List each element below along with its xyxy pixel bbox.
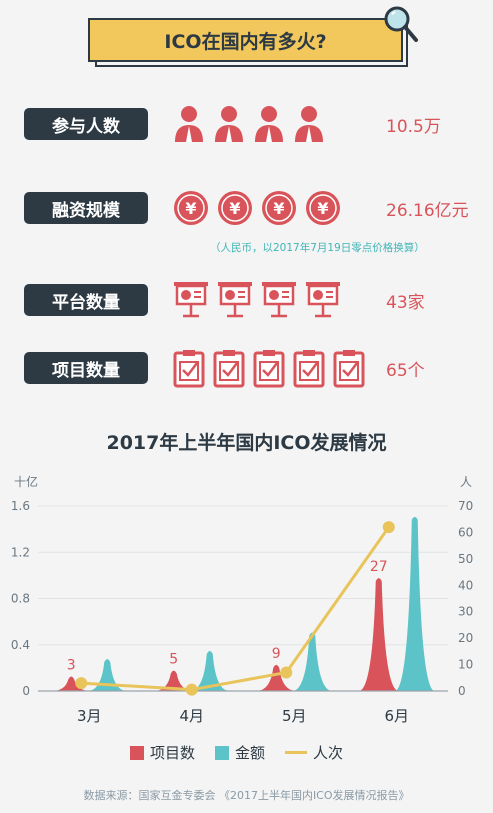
clipboard-check-icon	[252, 348, 286, 388]
project-peak	[51, 676, 92, 691]
project-data-label: 5	[169, 652, 178, 668]
legend-label: 项目数	[150, 744, 196, 762]
page-title: ICO在国内有多火?	[164, 30, 327, 53]
right-tick-label: 70	[458, 499, 473, 513]
project-data-label: 3	[67, 657, 76, 673]
svg-text:¥: ¥	[185, 199, 196, 218]
right-axis-unit: 人	[460, 475, 472, 489]
svg-text:¥: ¥	[229, 199, 240, 218]
chart-legend: 项目数 金额 人次	[130, 742, 343, 763]
stat-row-participants: 参与人数 10.5万	[24, 106, 484, 144]
stat-icons	[172, 348, 366, 388]
participants-line	[81, 526, 390, 692]
x-tick-label: 5月	[282, 707, 307, 725]
stat-icons	[172, 280, 342, 320]
person-icon	[252, 104, 286, 144]
left-tick-label: 0	[22, 684, 30, 698]
left-tick-label: 0.8	[11, 592, 30, 606]
project-data-label: 27	[370, 559, 388, 575]
left-tick-label: 1.6	[11, 499, 30, 513]
clipboard-check-icon	[332, 348, 366, 388]
yuan-coin-icon: ¥	[304, 188, 342, 228]
project-peak	[358, 578, 399, 691]
x-tick-label: 3月	[77, 707, 102, 725]
x-tick-label: 6月	[384, 707, 409, 725]
amount-peak	[292, 632, 333, 691]
project-peak	[153, 670, 194, 691]
right-tick-label: 10	[458, 658, 473, 672]
stat-value: 43家	[386, 293, 425, 313]
legend-item-projects: 项目数	[130, 742, 195, 763]
right-tick-label: 60	[458, 525, 473, 539]
stat-icons: ¥ ¥ ¥ ¥	[172, 188, 342, 228]
stat-label: 参与人数	[24, 108, 148, 140]
right-tick-label: 0	[458, 684, 466, 698]
legend-swatch	[215, 745, 230, 760]
participants-point	[280, 666, 293, 679]
left-tick-label: 1.2	[11, 545, 30, 559]
presentation-board-icon	[304, 280, 342, 320]
project-peak	[256, 664, 297, 691]
amount-peak	[189, 651, 230, 691]
person-icon	[212, 104, 246, 144]
participants-point	[382, 521, 395, 534]
stat-label: 项目数量	[24, 352, 148, 384]
legend-label: 金额	[235, 744, 266, 762]
stat-label: 平台数量	[24, 284, 148, 316]
legend-item-amount: 金额	[215, 742, 265, 763]
project-data-label: 9	[272, 646, 281, 662]
magnifier-icon	[384, 6, 418, 42]
stat-label: 融资规模	[24, 192, 148, 224]
yuan-coin-icon: ¥	[260, 188, 298, 228]
data-source: 数据来源：国家互金专委会 《2017上半年国内ICO发展情况报告》	[83, 789, 410, 802]
presentation-board-icon	[172, 280, 210, 320]
chart-title: 2017年上半年国内ICO发展情况	[106, 432, 387, 454]
right-tick-label: 40	[458, 578, 473, 592]
right-tick-label: 50	[458, 552, 473, 566]
right-tick-label: 30	[458, 605, 473, 619]
yuan-coin-icon: ¥	[172, 188, 210, 228]
legend-line	[285, 751, 308, 754]
right-tick-label: 20	[458, 631, 473, 645]
clipboard-check-icon	[172, 348, 206, 388]
stat-row-funding: 融资规模 ¥ ¥ ¥ ¥ 26.16亿元	[24, 191, 484, 228]
yuan-coin-icon: ¥	[216, 188, 254, 228]
ico-chart: 十亿 人 0 0.4 0.8 1.2 1.6 0 10 20 30 40 50 60 70 3 3月 5 4月 9 5月…	[11, 474, 473, 725]
stat-value: 26.16亿元	[386, 201, 469, 221]
legend-item-participants: 人次	[285, 742, 343, 763]
svg-text:¥: ¥	[273, 199, 284, 218]
stat-row-platforms: 平台数量 43家	[24, 282, 484, 320]
left-axis-unit: 十亿	[14, 474, 38, 489]
stat-icons	[172, 104, 326, 144]
person-icon	[172, 104, 206, 144]
person-icon	[292, 104, 326, 144]
currency-note: （人民币，以2017年7月19日零点价格换算）	[210, 242, 425, 254]
presentation-board-icon	[216, 280, 254, 320]
title-banner: ICO在国内有多火?	[88, 18, 408, 67]
amount-peak	[87, 659, 128, 691]
clipboard-check-icon	[292, 348, 326, 388]
stat-row-projects: 项目数量 65个	[24, 350, 484, 388]
x-tick-label: 4月	[179, 707, 204, 725]
participants-point	[185, 683, 198, 696]
clipboard-check-icon	[212, 348, 246, 388]
presentation-board-icon	[260, 280, 298, 320]
left-tick-label: 0.4	[11, 638, 30, 652]
stat-value: 65个	[386, 361, 425, 381]
legend-label: 人次	[313, 744, 344, 762]
legend-swatch	[130, 745, 144, 760]
svg-text:¥: ¥	[317, 199, 328, 218]
amount-peak	[394, 516, 435, 691]
stat-value: 10.5万	[386, 117, 441, 137]
participants-point	[75, 677, 88, 690]
